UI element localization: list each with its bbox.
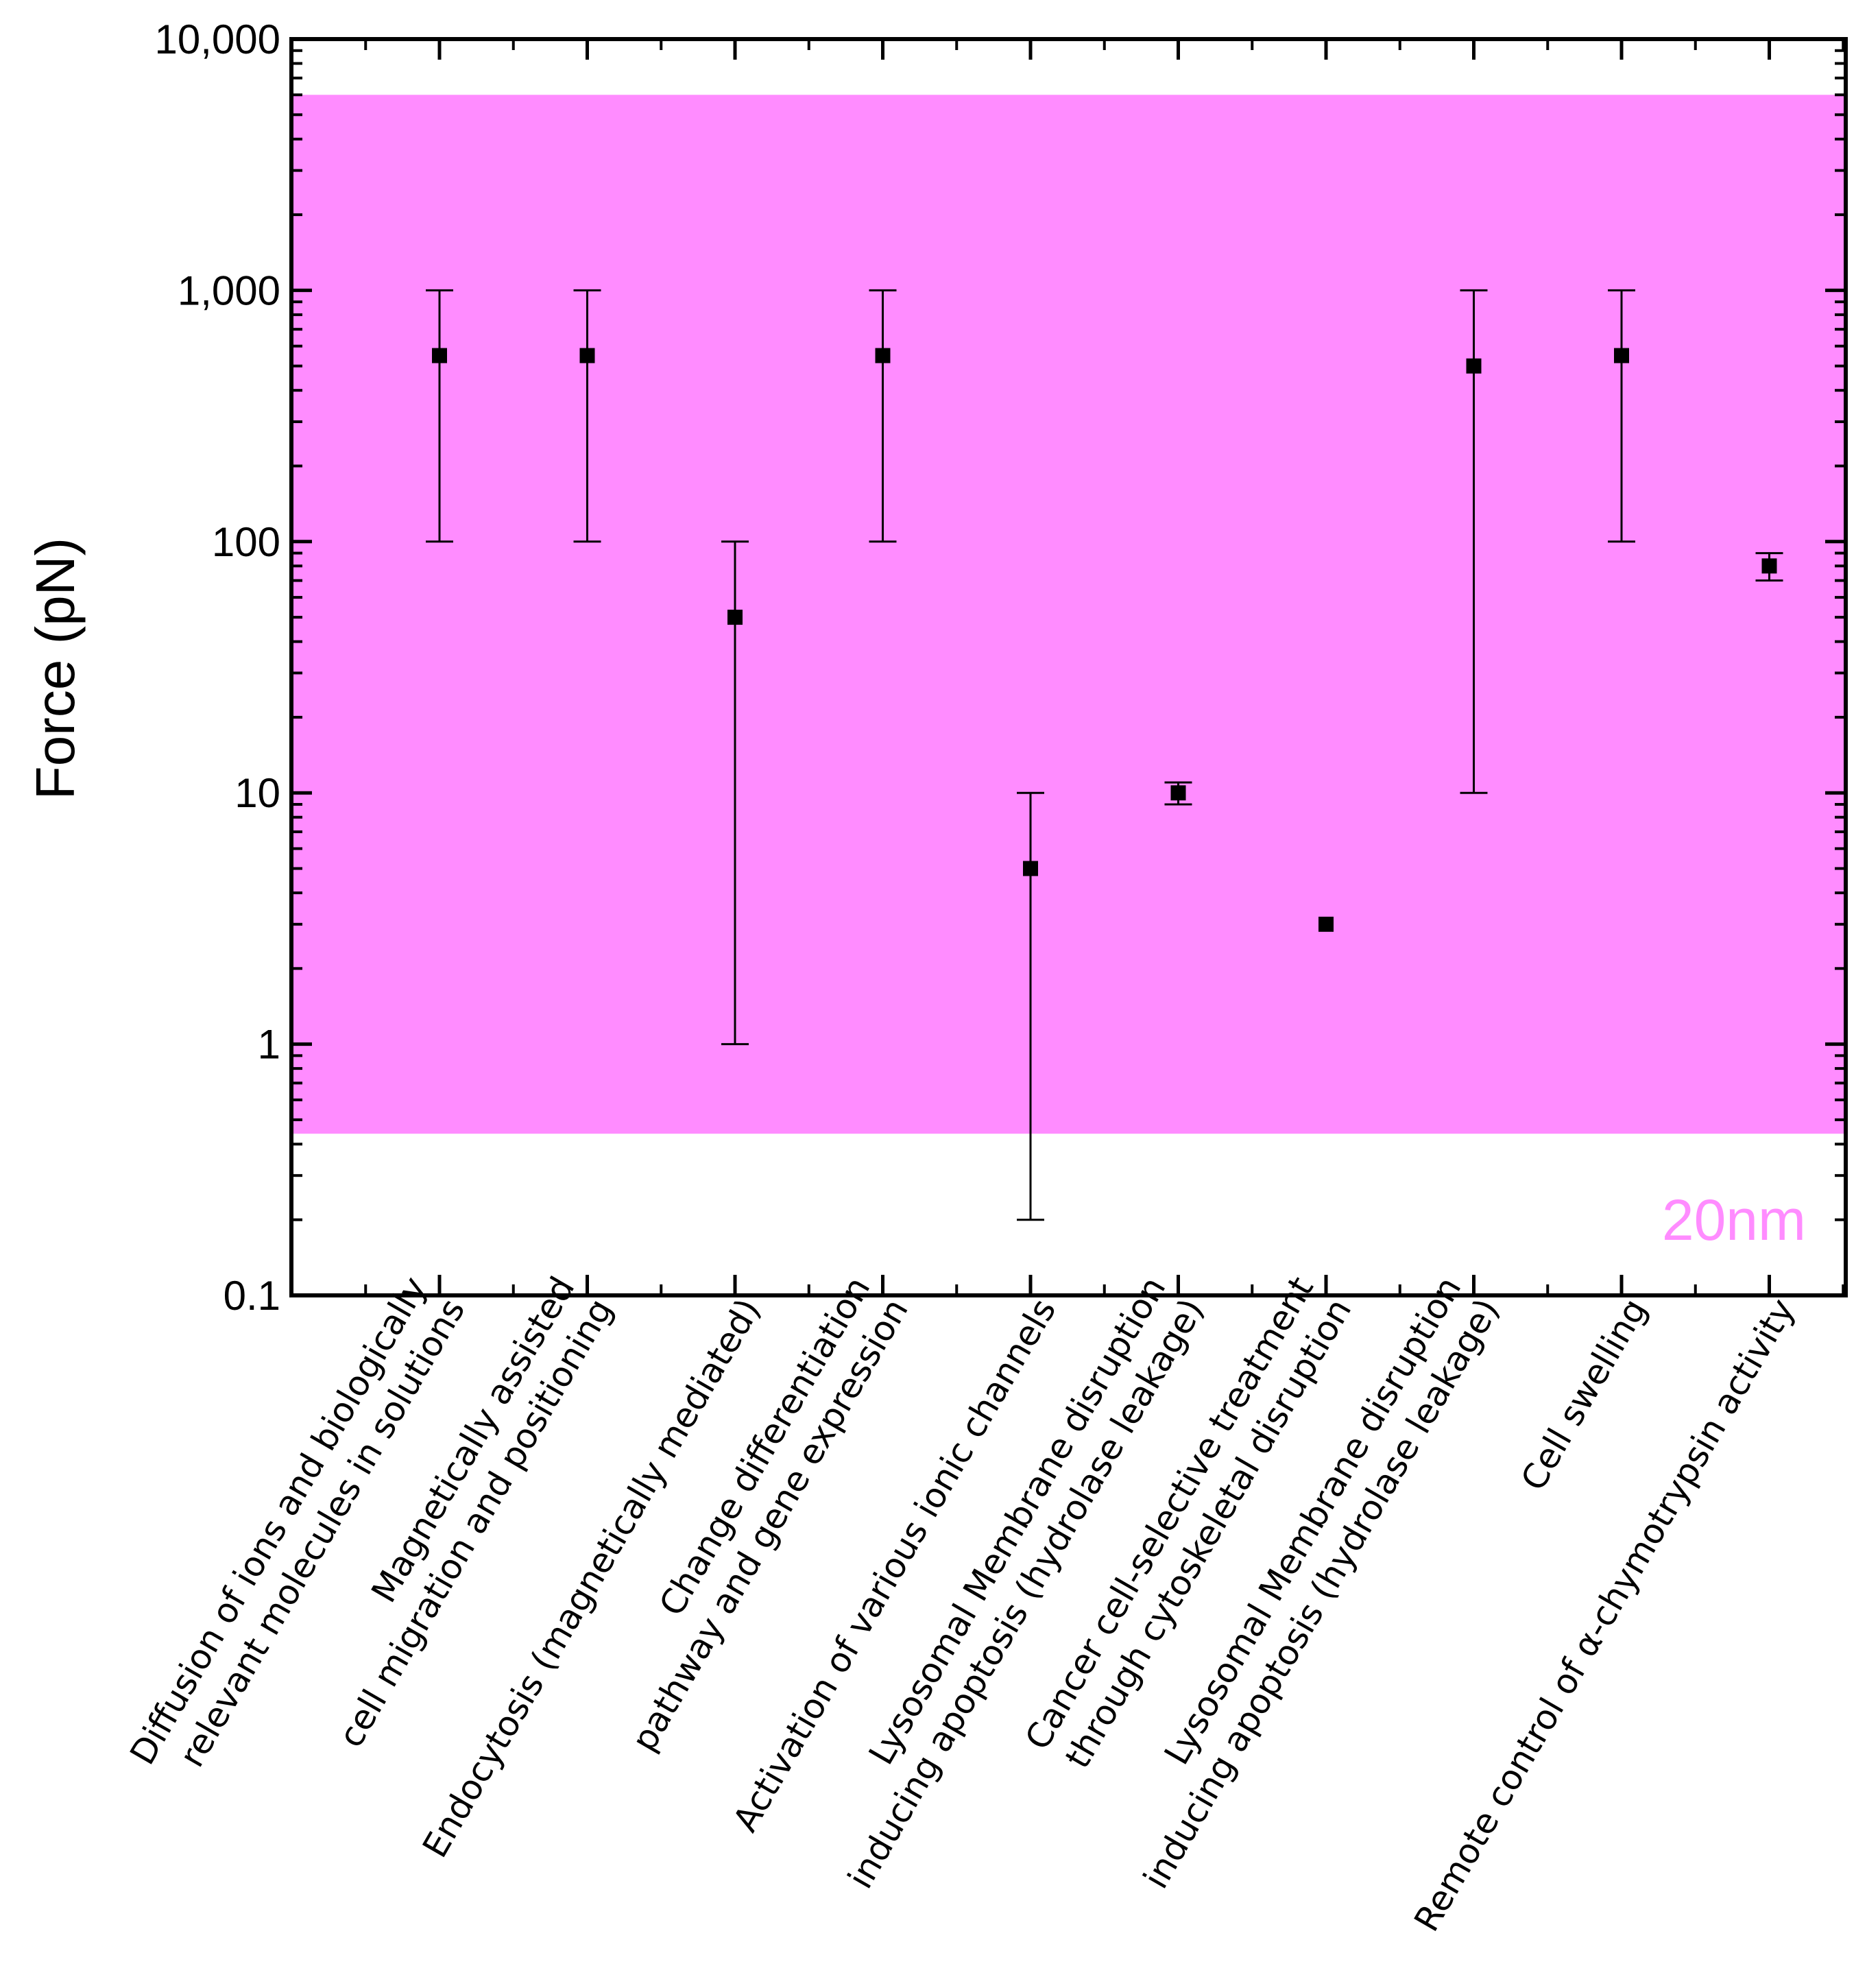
data-point [1023,861,1038,876]
y-tick-label: 100 [212,519,280,565]
data-point [1318,916,1334,932]
data-point [875,348,891,363]
data-point [1761,558,1777,574]
data-point [1170,785,1186,801]
data-point [727,610,743,625]
plot-frame [289,37,1848,1297]
band-20nm [291,95,1846,1134]
y-tick-label: 1 [258,1022,280,1068]
y-tick-label: 0.1 [224,1273,280,1319]
y-axis-title: Force (pN) [25,538,86,800]
data-point [432,348,447,363]
data-point [579,348,595,363]
y-tick-label: 10 [234,770,280,816]
y-tick-label: 1,000 [178,267,280,313]
band-label: 20nm [1662,1188,1806,1252]
data-point [1466,358,1482,374]
y-tick-label: 10,000 [154,16,280,62]
data-point [1614,348,1629,363]
